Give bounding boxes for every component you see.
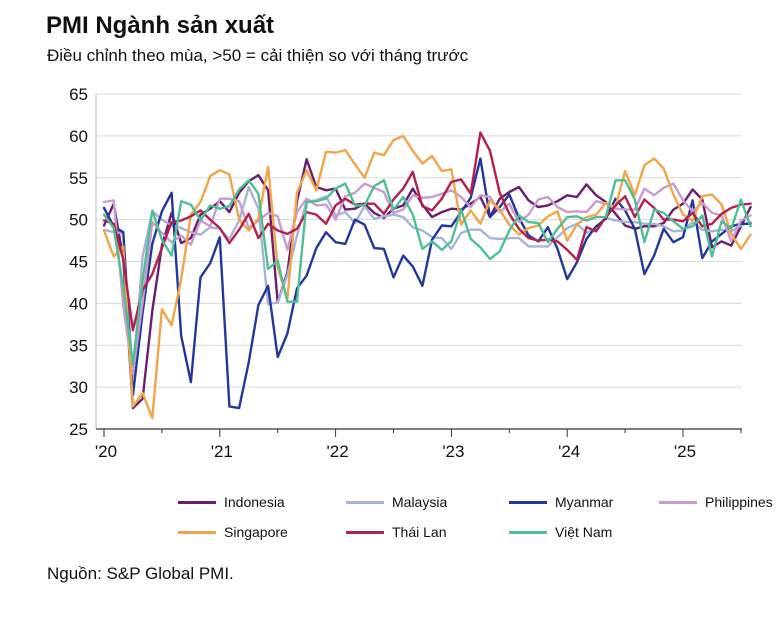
legend-swatch <box>659 500 697 504</box>
legend-item: Việt Nam <box>509 524 612 540</box>
legend-label: Singapore <box>224 524 288 540</box>
y-tick-label: 50 <box>69 211 88 230</box>
legend-item: Singapore <box>178 524 288 540</box>
legend-swatch <box>178 500 216 504</box>
legend-item: Philippines <box>659 494 773 510</box>
legend-swatch <box>178 530 216 534</box>
y-tick-label: 60 <box>69 127 88 146</box>
series-line-myanmar <box>102 157 752 410</box>
y-tick-label: 45 <box>69 253 88 272</box>
legend-label: Việt Nam <box>555 524 613 540</box>
axes: 65 60 55 50 45 40 35 30 25 '20 '21 '22 '23 '24 '25 <box>69 85 742 461</box>
series-line-malaysia <box>102 185 752 378</box>
legend-label: Indonesia <box>224 494 285 510</box>
legend-label: Philippines <box>705 494 773 510</box>
chart-subtitle: Điều chỉnh theo mùa, >50 = cải thiện so … <box>47 46 469 65</box>
legend-label: Thái Lan <box>392 524 447 540</box>
legend-item: Malaysia <box>346 494 447 510</box>
legend-item: Indonesia <box>178 494 285 510</box>
series-line-singapore <box>102 134 752 420</box>
x-tick-label: '23 <box>442 442 464 461</box>
series-line-indonesia <box>102 158 752 410</box>
legend-swatch <box>509 530 547 534</box>
x-tick-label: '24 <box>558 442 580 461</box>
y-tick-label: 65 <box>69 85 88 104</box>
x-tick-label: '22 <box>327 442 349 461</box>
source-note: Nguồn: S&P Global PMI. <box>47 564 234 583</box>
legend-swatch <box>509 500 547 504</box>
legend-label: Malaysia <box>392 494 448 510</box>
legend-swatch <box>346 500 384 504</box>
chart-title: PMI Ngành sản xuất <box>46 12 275 39</box>
y-tick-label: 40 <box>69 294 88 313</box>
series-line-việt-nam <box>102 179 752 366</box>
series-line-thái-lan <box>102 131 752 332</box>
legend-item: Thái Lan <box>346 524 446 540</box>
x-tick-label: '25 <box>674 442 696 461</box>
y-tick-label: 35 <box>69 336 88 355</box>
x-tick-label: '20 <box>95 442 117 461</box>
legend-swatch <box>346 530 384 534</box>
pmi-line-chart: 65 60 55 50 45 40 35 30 25 '20 '21 '22 '23 '24 '25 <box>69 85 752 461</box>
legend-item: Myanmar <box>509 494 613 510</box>
series-lines <box>102 131 752 420</box>
x-tick-label: '21 <box>211 442 233 461</box>
y-tick-label: 30 <box>69 378 88 397</box>
y-tick-label: 55 <box>69 169 88 188</box>
legend-label: Myanmar <box>555 494 614 510</box>
grid-lines <box>96 93 742 430</box>
y-tick-label: 25 <box>69 420 88 439</box>
